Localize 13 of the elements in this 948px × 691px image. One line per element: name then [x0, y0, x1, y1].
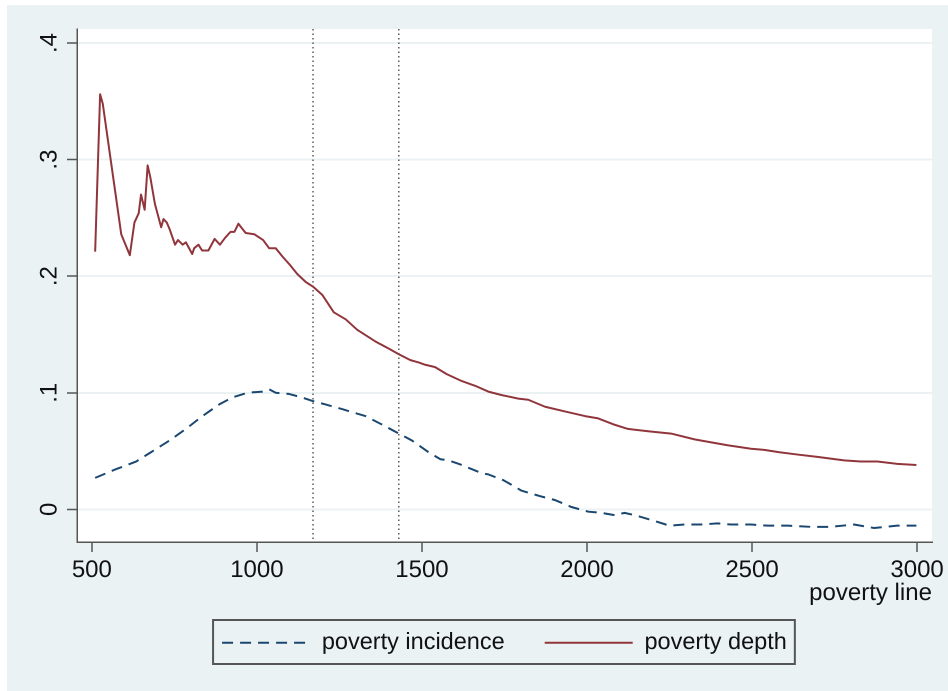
x-tick-label: 1500 [395, 556, 449, 584]
legend-label: poverty depth [644, 628, 787, 654]
x-tick-label: 1000 [230, 556, 284, 584]
y-tick-label: .2 [36, 266, 63, 286]
y-tick-label: .1 [36, 382, 63, 403]
y-tick-label: 0 [36, 502, 63, 516]
x-tick-label: 2500 [725, 556, 779, 584]
x-tick-label: 500 [72, 556, 112, 584]
legend-label: poverty incidence [322, 628, 505, 654]
y-tick-label: .3 [36, 150, 63, 170]
line-series [94, 388, 918, 530]
y-tick-label: .4 [36, 32, 63, 53]
x-tick-label: 2000 [560, 556, 614, 584]
